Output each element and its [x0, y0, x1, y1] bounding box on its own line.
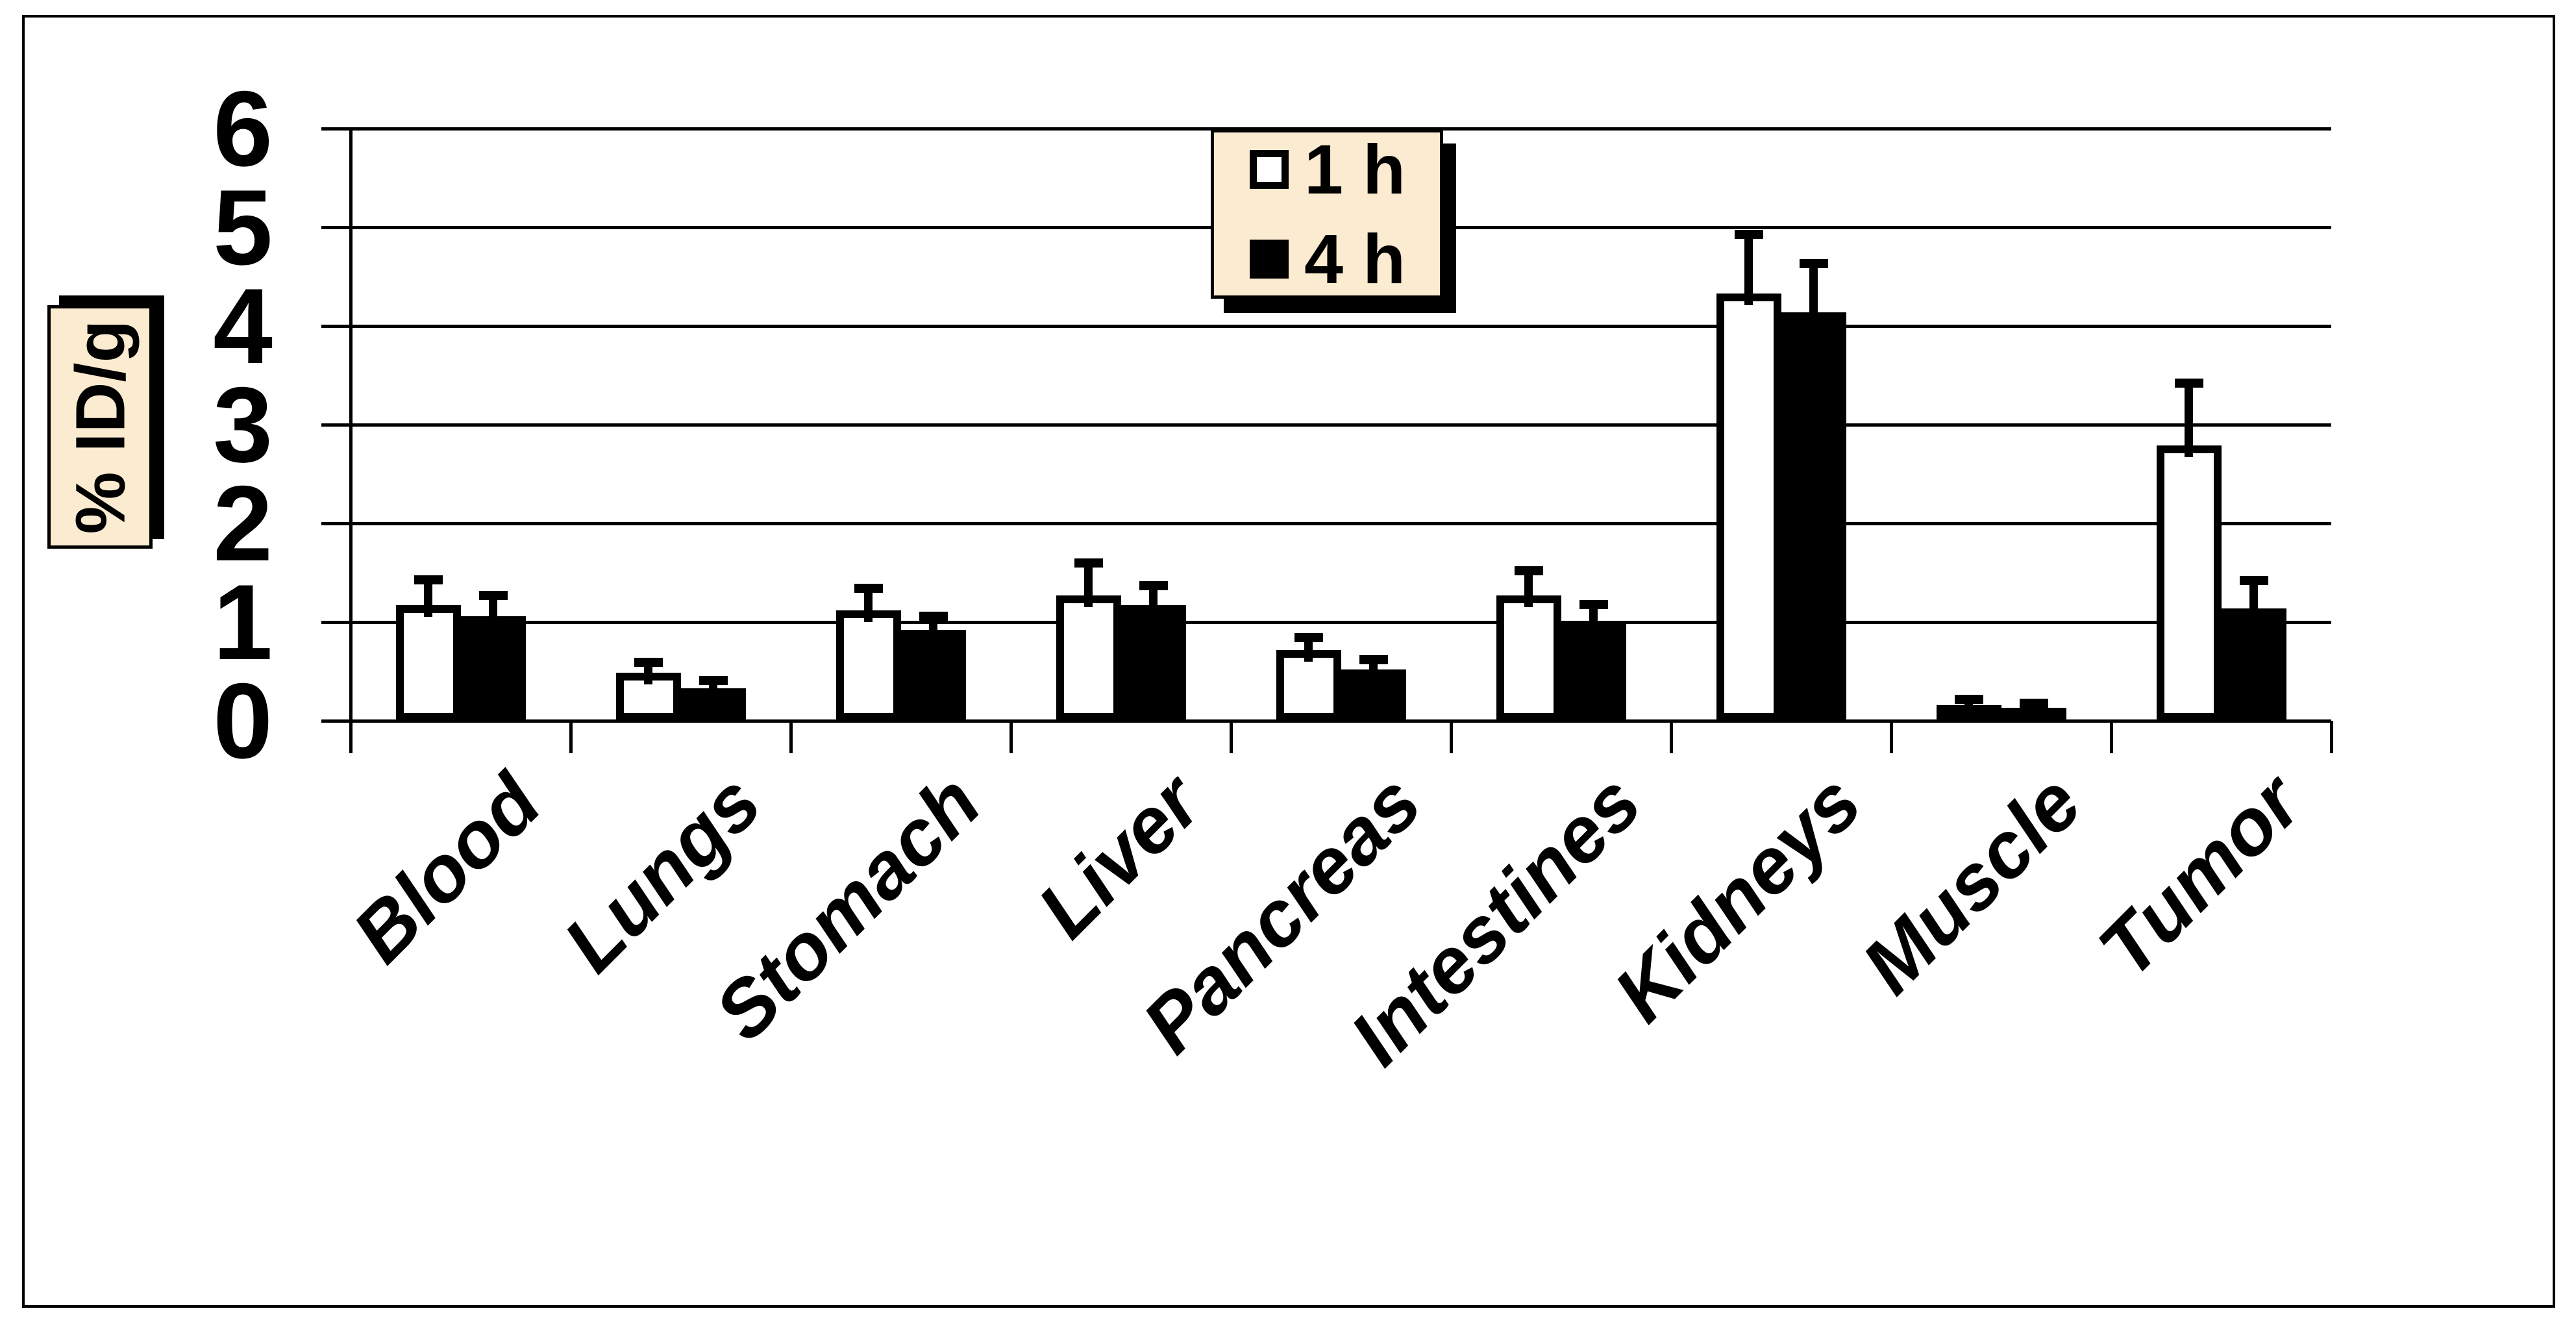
gridline-y4: [321, 325, 2331, 328]
x-axis-tick: [2110, 721, 2113, 753]
x-axis-tick: [1009, 721, 1013, 753]
y-tick-label-4: 4: [213, 266, 273, 386]
error-bar-stem: [1149, 585, 1158, 618]
gridline-y3: [321, 423, 2331, 427]
bar-blood-4h: [460, 616, 526, 721]
error-bar-stem: [1369, 659, 1378, 681]
error-bar-cap: [1359, 655, 1388, 664]
y-axis-title: % ID/g: [60, 319, 140, 534]
error-bar-stem: [1524, 570, 1533, 607]
x-axis-tick: [569, 721, 573, 753]
error-bar-stem: [1744, 234, 1753, 305]
y-tick-label-1: 1: [213, 562, 273, 682]
error-bar-cap: [1514, 566, 1543, 575]
bar-kidneys-1h: [1716, 293, 1781, 721]
error-bar-stem: [929, 616, 937, 642]
y-tick-label-2: 2: [213, 464, 273, 583]
legend-label-4h: 4 h: [1304, 219, 1406, 298]
error-bar-cap: [478, 590, 508, 600]
black-square-icon: [1250, 239, 1289, 279]
y-tick-label-3: 3: [213, 365, 273, 484]
bar-stomach-1h: [836, 610, 901, 721]
legend: 1 h 4 h: [1211, 129, 1443, 299]
bar-liver-4h: [1121, 605, 1186, 721]
bar-intestines-4h: [1561, 621, 1626, 721]
error-bar-stem: [1589, 604, 1598, 633]
bar-intestines-1h: [1496, 595, 1561, 721]
gridline-y0: [321, 719, 2331, 723]
gridline-y6: [321, 127, 2331, 131]
y-tick-label-0: 0: [213, 661, 273, 781]
error-bar-cap: [1734, 229, 1763, 239]
legend-item-4h: 4 h: [1250, 219, 1440, 298]
error-bar-stem: [1084, 562, 1093, 607]
error-bar-cap: [2239, 576, 2268, 586]
error-bar-stem: [709, 680, 717, 700]
bar-kidneys-4h: [1781, 312, 1846, 721]
x-axis-tick: [2330, 721, 2333, 753]
error-bar-cap: [1799, 259, 1828, 269]
error-bar-stem: [424, 579, 432, 618]
white-square-icon: [1250, 149, 1289, 189]
bar-pancreas-1h: [1276, 649, 1341, 721]
x-axis-tick: [789, 721, 793, 753]
error-bar-stem: [2249, 581, 2258, 620]
error-bar-cap: [854, 584, 883, 593]
error-bar-cap: [1579, 599, 1608, 609]
legend-label-1h: 1 h: [1304, 129, 1406, 208]
gridline-y1: [321, 621, 2331, 624]
x-axis-tick: [1450, 721, 1453, 753]
error-bar-stem: [1809, 264, 1818, 324]
x-axis-tick: [1890, 721, 1893, 753]
error-bar-cap: [2019, 698, 2048, 708]
bar-liver-1h: [1056, 595, 1121, 721]
error-bar-cap: [2174, 379, 2203, 388]
error-bar-stem: [489, 595, 497, 628]
error-bar-stem: [864, 588, 873, 622]
x-axis-tick: [1230, 721, 1233, 753]
y-axis-title-box: % ID/g: [47, 305, 153, 549]
bar-tumor-4h: [2221, 608, 2286, 721]
bar-stomach-4h: [900, 630, 966, 721]
error-bar-cap: [1294, 633, 1323, 643]
x-axis-tick: [349, 721, 353, 753]
x-axis-tick: [1670, 721, 1673, 753]
legend-item-1h: 1 h: [1250, 134, 1440, 205]
y-axis-line: [349, 127, 353, 722]
gridline-y2: [321, 522, 2331, 525]
error-bar-cap: [1074, 558, 1103, 568]
error-bar-cap: [634, 658, 663, 668]
y-tick-label-5: 5: [213, 168, 273, 287]
y-tick-label-6: 6: [213, 69, 273, 188]
error-bar-cap: [414, 575, 443, 584]
error-bar-stem: [644, 662, 652, 684]
error-bar-cap: [699, 675, 728, 685]
error-bar-stem: [1304, 638, 1313, 662]
bar-blood-1h: [395, 605, 461, 721]
error-bar-cap: [1139, 581, 1168, 590]
error-bar-cap: [919, 611, 948, 621]
bar-tumor-1h: [2156, 445, 2222, 721]
error-bar-cap: [1954, 694, 1983, 704]
error-bar-stem: [2185, 383, 2193, 457]
